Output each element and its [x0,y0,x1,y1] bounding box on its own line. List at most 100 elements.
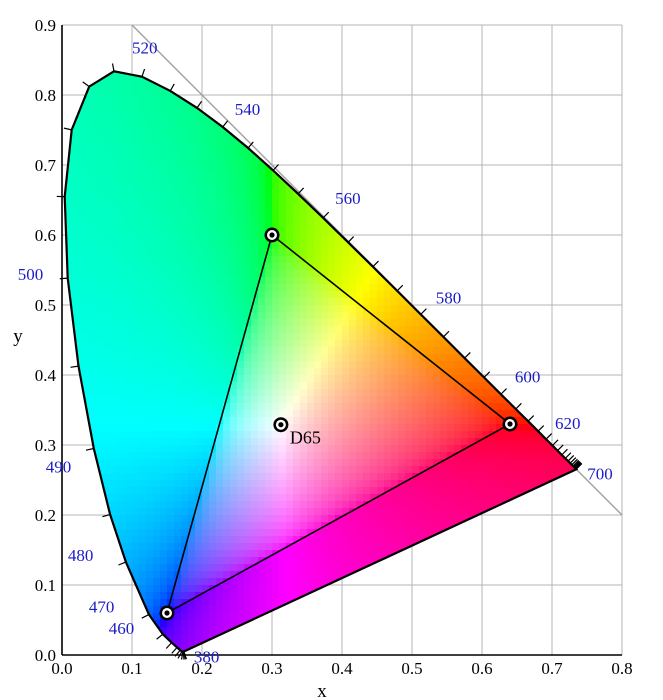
color-cell [356,263,364,271]
color-cell [62,60,70,68]
color-cell [419,522,427,530]
color-cell [244,214,252,222]
color-cell [398,522,406,530]
color-cell [286,235,294,243]
color-cell [139,193,147,201]
color-cell [237,382,245,390]
color-cell [97,319,105,327]
color-cell [293,382,301,390]
color-cell [279,228,287,236]
color-cell [125,186,133,194]
color-cell [307,431,315,439]
color-cell [356,438,364,446]
color-cell [279,39,287,47]
color-cell [328,627,336,635]
color-cell [153,270,161,278]
color-cell [349,277,357,285]
color-cell [111,375,119,383]
color-cell [349,144,357,152]
color-cell [265,95,273,103]
color-cell [412,298,420,306]
color-cell [153,515,161,523]
color-cell [300,396,308,404]
color-cell [356,172,364,180]
color-cell [356,473,364,481]
color-cell [370,326,378,334]
color-cell [146,445,154,453]
color-cell [314,179,322,187]
color-cell [377,571,385,579]
color-cell [293,151,301,159]
color-cell [433,193,441,201]
color-cell [125,354,133,362]
color-cell [363,403,371,411]
color-cell [181,130,189,138]
color-cell [265,123,273,131]
color-cell [349,445,357,453]
color-cell [419,333,427,341]
color-cell [426,564,434,572]
color-cell [419,585,427,593]
color-cell [419,389,427,397]
color-cell [377,466,385,474]
color-cell [258,641,266,649]
color-cell [300,88,308,96]
color-cell [286,32,294,40]
color-cell [125,277,133,285]
color-cell [181,270,189,278]
color-cell [433,263,441,271]
color-cell [76,305,84,313]
color-cell [216,340,224,348]
color-cell [223,172,231,180]
color-cell [69,501,77,509]
color-cell [244,25,252,33]
color-cell [153,263,161,271]
color-cell [237,578,245,586]
color-cell [342,263,350,271]
color-cell [69,445,77,453]
color-cell [335,620,343,628]
color-cell [216,88,224,96]
color-cell [412,557,420,565]
color-cell [111,515,119,523]
color-cell [202,200,210,208]
color-cell [377,116,385,124]
color-cell [258,578,266,586]
color-cell [412,137,420,145]
color-cell [328,144,336,152]
color-cell [76,410,84,418]
color-cell [202,326,210,334]
color-cell [356,319,364,327]
color-cell [216,354,224,362]
color-cell [146,277,154,285]
color-cell [160,123,168,131]
color-cell [69,417,77,425]
color-cell [188,165,196,173]
color-cell [237,389,245,397]
color-cell [174,312,182,320]
color-cell [83,438,91,446]
color-cell [111,438,119,446]
color-cell [209,74,217,82]
color-cell [405,214,413,222]
color-cell [188,452,196,460]
color-cell [335,592,343,600]
color-cell [146,151,154,159]
color-cell [265,207,273,215]
color-cell [405,515,413,523]
color-cell [314,291,322,299]
color-cell [118,361,126,369]
color-cell [363,186,371,194]
color-cell [90,382,98,390]
color-cell [83,578,91,586]
color-cell [167,347,175,355]
color-cell [440,522,448,530]
color-cell [328,305,336,313]
color-cell [174,431,182,439]
color-cell [405,277,413,285]
color-cell [300,270,308,278]
color-cell [426,32,434,40]
color-cell [426,473,434,481]
color-cell [279,396,287,404]
color-cell [258,305,266,313]
